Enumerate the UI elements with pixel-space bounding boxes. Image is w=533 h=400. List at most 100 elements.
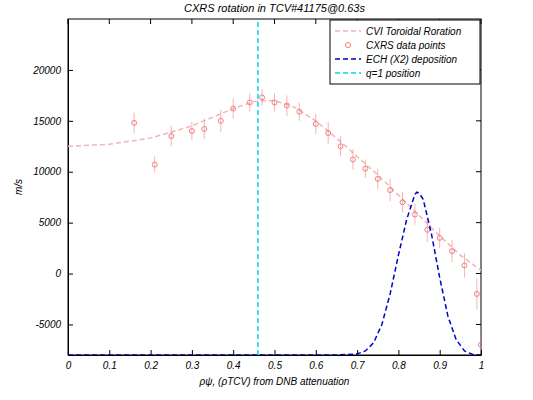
tick: 0.9 [433, 350, 447, 371]
data-point [326, 131, 331, 136]
tick-mark [440, 350, 441, 355]
tick: 0.2 [144, 350, 158, 371]
error-bar [249, 93, 250, 111]
tick: 0.4 [227, 350, 241, 371]
data-point [169, 134, 174, 139]
error-bar [439, 228, 440, 248]
tick-mark [109, 19, 110, 24]
error-bar [340, 136, 341, 156]
error-bar [191, 122, 192, 140]
data-point [474, 291, 479, 296]
tick-label: 0.4 [227, 360, 241, 371]
error-bar [286, 95, 287, 115]
tick-mark [398, 350, 399, 355]
data-point [400, 200, 405, 205]
tick-mark [233, 350, 234, 355]
error-bar [328, 122, 329, 144]
y-axis: -5000 0 5000 10000 15000 20000 [32, 20, 73, 356]
data-point [350, 157, 355, 162]
tick: 0 [55, 268, 73, 279]
tick-mark [476, 273, 481, 274]
data-point [425, 227, 430, 232]
line-series [68, 100, 481, 270]
axis-line [69, 355, 482, 356]
tick-label: 0 [55, 268, 61, 279]
data-point [272, 100, 277, 105]
tick-label: 0.7 [351, 360, 365, 371]
tick: -5000 [35, 319, 73, 330]
tick-mark [476, 171, 481, 172]
chart: 0 0.1 0.2 0.3 0.4 0.5 0.6 0.7 0.8 0.9 1 -5000 0 5000 1… [0, 0, 533, 400]
plot-area [68, 19, 481, 355]
tick: 5000 [39, 217, 73, 228]
data-point [152, 162, 157, 167]
tick-mark [68, 324, 73, 325]
tick-mark [315, 19, 316, 24]
error-bar [204, 119, 205, 139]
error-bar [377, 169, 378, 189]
data-point [297, 109, 302, 114]
tick-label: 5000 [39, 217, 62, 228]
tick-mark [68, 274, 73, 275]
error-bar [365, 160, 366, 178]
error-bar [274, 93, 275, 111]
tick-label: 0 [66, 360, 72, 371]
tick-label: 0.1 [103, 360, 117, 371]
tick: 1 [479, 350, 485, 371]
tick-mark [68, 121, 73, 122]
error-bar [464, 253, 465, 277]
data-point [338, 144, 343, 149]
data-point [462, 263, 467, 268]
error-bar [452, 240, 453, 262]
tick-label: 0.5 [268, 360, 282, 371]
data-point [450, 249, 455, 254]
tick-label: 0.8 [392, 360, 406, 371]
error-bar [154, 156, 155, 172]
data-point [479, 342, 482, 347]
data-point [284, 103, 289, 108]
legend: CVI Toroidal Roration CXRS data points ECH… [330, 20, 480, 84]
tick: 15000 [33, 116, 73, 127]
data-point [363, 166, 368, 171]
plot-frame [68, 19, 481, 355]
x-axis: 0 0.1 0.2 0.3 0.4 0.5 0.6 0.7 0.8 0.9 1 [66, 350, 485, 371]
error-bar [352, 149, 353, 169]
tick-mark [68, 70, 73, 71]
tick: 0.5 [268, 350, 282, 371]
tick-mark [275, 350, 276, 355]
data-point [388, 188, 393, 193]
tick: 0.3 [185, 350, 199, 371]
data-point [202, 126, 207, 131]
legend-symbol [335, 58, 361, 60]
legend-label: ECH (X2) deposition [366, 54, 458, 65]
tick-mark [476, 120, 481, 121]
y-axis-title: m/s [13, 179, 24, 195]
error-bar [315, 114, 316, 134]
error-bar [402, 192, 403, 212]
tick: 10000 [33, 166, 73, 177]
error-bar [171, 126, 172, 146]
line-series [257, 19, 259, 355]
line-series [68, 192, 481, 355]
error-bar [481, 326, 482, 355]
tick: 20000 [32, 65, 73, 76]
legend-label: CVI Toroidal Roration [366, 26, 462, 37]
tick-label: 1 [479, 360, 485, 371]
tick-label: 0.6 [309, 360, 323, 371]
legend-symbol [346, 43, 351, 48]
tick: 0.6 [309, 350, 323, 371]
tick-mark [476, 324, 481, 325]
error-bar [220, 110, 221, 132]
tick-mark [191, 19, 192, 24]
tick-mark [233, 19, 234, 24]
data-point [437, 235, 442, 240]
tick-label: 20000 [32, 65, 61, 76]
tick-mark [68, 172, 73, 173]
legend-label: CXRS data points [366, 40, 446, 51]
data-point [231, 106, 236, 111]
tick-label: 15000 [33, 116, 61, 127]
tick-label: -5000 [35, 319, 61, 330]
data-point [412, 212, 417, 217]
legend-symbol [335, 72, 361, 74]
title: CXRS rotation in TCV#41175@0.63s [184, 2, 365, 14]
